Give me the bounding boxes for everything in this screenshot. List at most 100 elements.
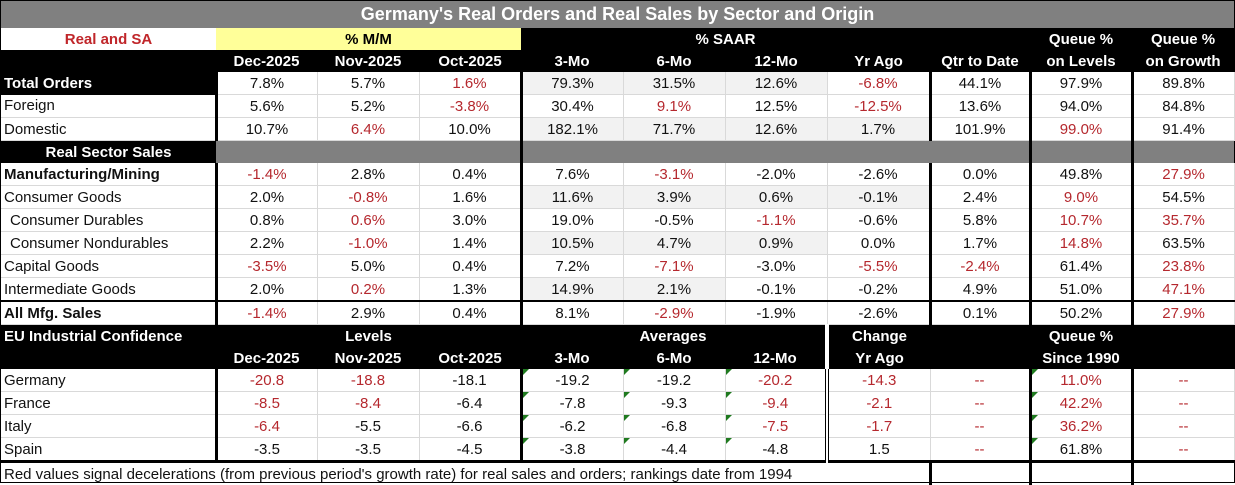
cell-value: 5.7%: [317, 72, 419, 95]
cell-value: 6.4%: [317, 118, 419, 141]
row-label: Consumer Nondurables: [1, 232, 216, 255]
cell-value: --: [1132, 392, 1234, 415]
col-header: Oct-2025: [419, 50, 521, 72]
cell-value: 84.8%: [1132, 95, 1234, 118]
cell-value: --: [1132, 438, 1234, 462]
cell-value: 35.7%: [1132, 209, 1234, 232]
cell-value: -14.3: [827, 369, 930, 392]
cell-value: --: [930, 392, 1030, 415]
blank-header: [930, 325, 1030, 348]
cell-value: 2.9%: [317, 301, 419, 325]
table-row: France-8.5-8.4-6.4-7.8-9.3-9.4-2.1--42.2…: [1, 392, 1234, 415]
cell-value: 2.4%: [930, 186, 1030, 209]
cell-value: -19.2: [623, 369, 725, 392]
cell-value: 63.5%: [1132, 232, 1234, 255]
column-header-row: Dec-2025 Nov-2025 Oct-2025 3-Mo 6-Mo 12-…: [1, 50, 1234, 72]
row-label: Total Orders: [1, 72, 216, 95]
cell-value: -1.7: [827, 415, 930, 438]
cell-value: 0.0%: [930, 163, 1030, 186]
cell-value: 0.4%: [419, 255, 521, 278]
cell-value: 50.2%: [1030, 301, 1132, 325]
col-header: on Growth: [1132, 50, 1234, 72]
corner-label: Real and SA: [1, 28, 216, 50]
cell-value: 61.4%: [1030, 255, 1132, 278]
cell-value: -3.0%: [725, 255, 827, 278]
cell-value: 0.6%: [725, 186, 827, 209]
cell-value: 12.6%: [725, 72, 827, 95]
cell-value: -2.1: [827, 392, 930, 415]
row-label: Domestic: [1, 118, 216, 141]
cell-value: 1.3%: [419, 278, 521, 302]
saar-group-header: % SAAR: [521, 28, 930, 50]
cell-value: 3.9%: [623, 186, 725, 209]
blank-header: [1132, 347, 1234, 369]
cell-value: -20.2: [725, 369, 827, 392]
cell-value: 3.0%: [419, 209, 521, 232]
cell-value: --: [1132, 369, 1234, 392]
col-header: 12-Mo: [725, 50, 827, 72]
footnote-blank: [1132, 462, 1234, 485]
col-header: 6-Mo: [623, 347, 725, 369]
cell-value: -3.8: [521, 438, 623, 462]
table-row: All Mfg. Sales-1.4%2.9%0.4%8.1%-2.9%-1.9…: [1, 301, 1234, 325]
cell-value: -8.4: [317, 392, 419, 415]
cell-value: -6.6: [419, 415, 521, 438]
cell-value: -9.3: [623, 392, 725, 415]
levels-group-header: Levels: [216, 325, 521, 348]
cell-value: 7.2%: [521, 255, 623, 278]
cell-value: 5.8%: [930, 209, 1030, 232]
cell-value: -6.4: [216, 415, 317, 438]
cell-value: 94.0%: [1030, 95, 1132, 118]
footnote: Red values signal decelerations (from pr…: [1, 462, 930, 485]
cell-value: 10.7%: [1030, 209, 1132, 232]
cell-value: -3.8%: [419, 95, 521, 118]
row-label: All Mfg. Sales: [1, 301, 216, 325]
cell-value: -5.5: [317, 415, 419, 438]
cell-value: -1.4%: [216, 163, 317, 186]
cell-value: 27.9%: [1132, 163, 1234, 186]
cell-value: 97.9%: [1030, 72, 1132, 95]
cell-value: --: [930, 438, 1030, 462]
cell-value: 101.9%: [930, 118, 1030, 141]
cell-value: -0.8%: [317, 186, 419, 209]
cell-value: 2.2%: [216, 232, 317, 255]
group-header-row: Real and SA % M/M % SAAR Queue % Queue %: [1, 28, 1234, 50]
cell-value: -0.1%: [725, 278, 827, 302]
cell-value: -2.6%: [827, 163, 930, 186]
cell-value: 1.7%: [930, 232, 1030, 255]
cell-value: 0.9%: [725, 232, 827, 255]
cell-value: 9.0%: [1030, 186, 1132, 209]
section-fill: [521, 141, 623, 164]
cell-value: -6.8%: [827, 72, 930, 95]
cell-value: -8.5: [216, 392, 317, 415]
cell-value: -3.1%: [623, 163, 725, 186]
cell-value: 0.0%: [827, 232, 930, 255]
cell-value: -1.0%: [317, 232, 419, 255]
cell-value: 13.6%: [930, 95, 1030, 118]
cell-value: 44.1%: [930, 72, 1030, 95]
cell-value: -3.5: [317, 438, 419, 462]
header-blank: [1, 50, 216, 72]
cell-value: 0.4%: [419, 301, 521, 325]
cell-value: -1.1%: [725, 209, 827, 232]
cell-value: 9.1%: [623, 95, 725, 118]
cell-value: 182.1%: [521, 118, 623, 141]
row-label: Foreign: [1, 95, 216, 118]
cell-value: -1.4%: [216, 301, 317, 325]
cell-value: 19.0%: [521, 209, 623, 232]
cell-value: 10.7%: [216, 118, 317, 141]
cell-value: 23.8%: [1132, 255, 1234, 278]
row-label: Manufacturing/Mining: [1, 163, 216, 186]
section-fill: [725, 141, 827, 164]
cell-value: -5.5%: [827, 255, 930, 278]
cell-value: -4.5: [419, 438, 521, 462]
cell-value: 1.4%: [419, 232, 521, 255]
cell-value: 36.2%: [1030, 415, 1132, 438]
section-fill: [216, 141, 317, 164]
cell-value: 71.7%: [623, 118, 725, 141]
